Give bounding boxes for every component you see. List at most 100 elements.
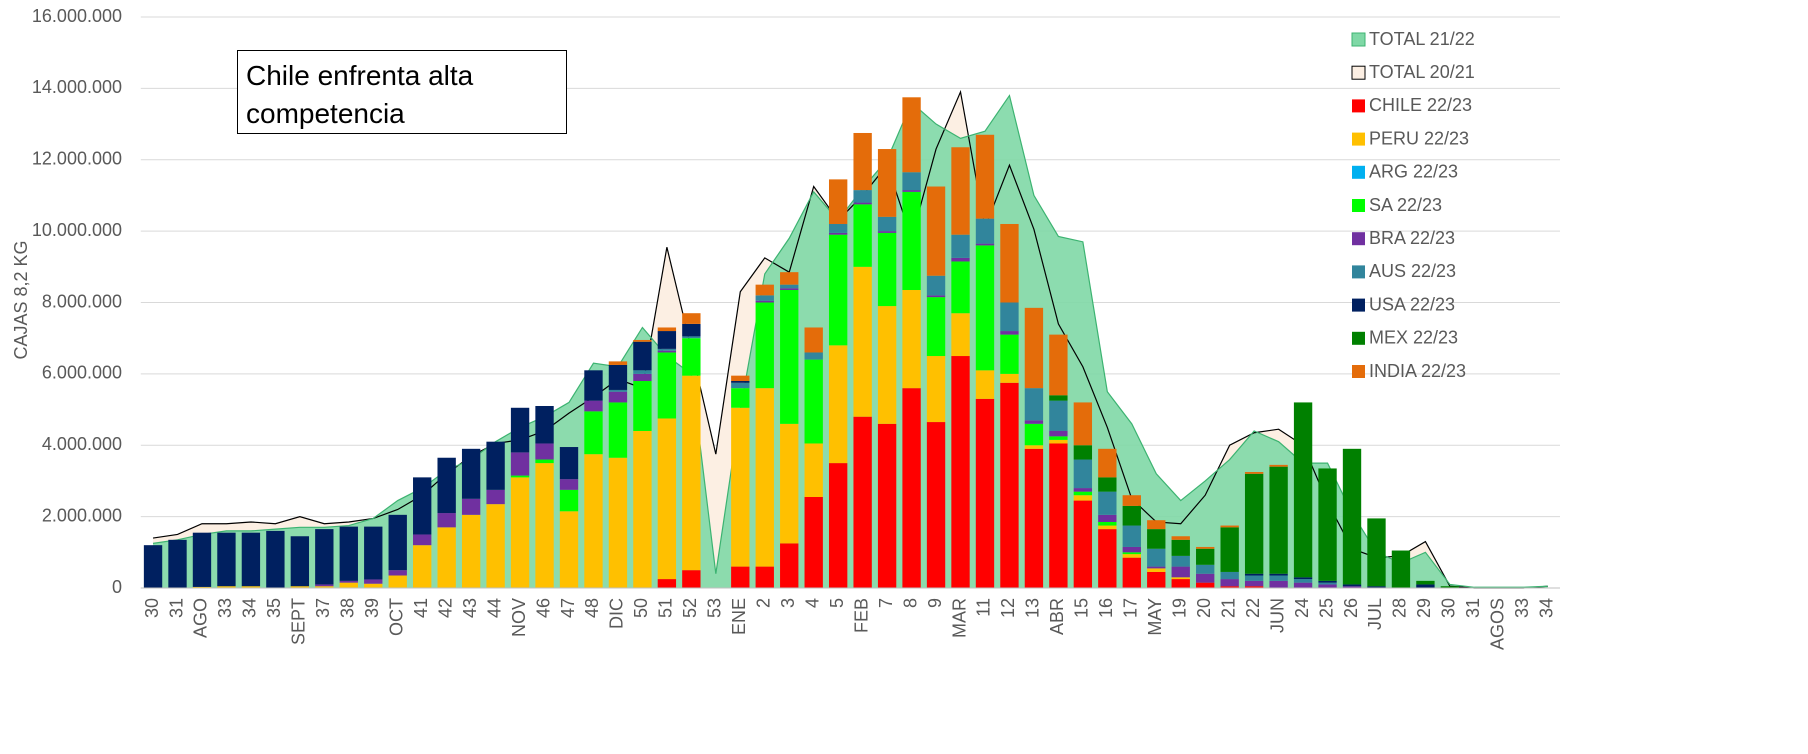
bar-segment — [1318, 582, 1337, 585]
bar-segment — [1049, 400, 1068, 431]
area-edge — [152, 89, 1548, 589]
x-tick-label: 34 — [1537, 598, 1557, 618]
bar-segment — [1000, 373, 1019, 383]
bar-segment — [633, 430, 652, 588]
bar-segment — [902, 191, 921, 291]
x-tick-label: 19 — [1169, 598, 1189, 618]
bar-segment — [1147, 566, 1166, 569]
x-tick-label: 42 — [435, 598, 455, 618]
bar-segment — [535, 443, 554, 460]
bar-segment — [1220, 525, 1239, 528]
y-tick-label: 0 — [112, 577, 122, 597]
bar-segment — [1196, 548, 1215, 565]
bar-segment — [1293, 402, 1313, 578]
x-tick-label: 50 — [631, 598, 651, 618]
bar-segment — [1342, 448, 1362, 585]
x-tick-label: ABR — [1047, 598, 1067, 635]
bar-segment — [1220, 527, 1239, 572]
bar-segment — [828, 234, 848, 346]
bar-segment — [559, 479, 579, 490]
bar-segment — [1244, 575, 1264, 581]
bar-segment — [780, 543, 799, 588]
bar-segment — [877, 216, 897, 232]
legend-label: PERU 22/23 — [1369, 128, 1469, 148]
x-tick-label: 4 — [802, 598, 822, 608]
bar-segment — [1024, 388, 1044, 421]
bar-segment — [902, 97, 921, 173]
bar-segment — [1416, 584, 1435, 588]
bar-segment — [780, 288, 799, 291]
x-tick-label: NOV — [509, 598, 529, 637]
bar-segment — [1293, 579, 1313, 583]
bar-segment — [290, 586, 310, 588]
bar-segment — [975, 218, 995, 244]
x-tick-label: 11 — [974, 598, 994, 617]
bar-segment — [657, 327, 677, 332]
bar-segment — [853, 132, 872, 191]
bar-segment — [1220, 571, 1239, 580]
bar-segment — [290, 536, 310, 587]
legend-label: BRA 22/23 — [1369, 228, 1455, 248]
y-tick-label: 4.000.000 — [42, 434, 122, 454]
bar-segment — [1196, 564, 1215, 574]
bar-segment — [608, 364, 628, 390]
bar-segment — [1244, 473, 1264, 574]
bar-segment — [461, 498, 481, 515]
bar-segment — [682, 375, 701, 571]
bar-segment — [902, 388, 921, 588]
x-tick-label: 12 — [998, 598, 1018, 618]
bar-segment — [339, 582, 358, 588]
bar-segment — [755, 284, 774, 296]
legend-label: INDIA 22/23 — [1369, 361, 1466, 381]
bar-segment — [217, 532, 236, 587]
bar-segment — [510, 477, 530, 588]
bar-segment — [951, 313, 970, 357]
bar-segment — [1098, 514, 1117, 522]
bar-segment — [486, 489, 505, 505]
x-tick-label: 51 — [656, 598, 676, 618]
bar-segment — [510, 452, 530, 476]
x-tick-label: 31 — [1463, 598, 1483, 618]
legend-label: TOTAL 20/21 — [1369, 62, 1475, 82]
legend-swatch — [1352, 165, 1365, 179]
bar-segment — [926, 186, 946, 276]
bar-segment — [877, 306, 897, 424]
bar-segment — [926, 295, 946, 298]
x-tick-label: 35 — [264, 598, 284, 618]
legend-label: CHILE 22/23 — [1369, 95, 1472, 115]
bar-segment — [339, 580, 358, 583]
bar-segment — [877, 231, 897, 233]
bar-segment — [731, 566, 750, 588]
x-tick-label: 13 — [1023, 598, 1043, 618]
bar-segment — [413, 545, 432, 588]
y-tick-label: 16.000.000 — [32, 6, 122, 26]
bar-segment — [657, 579, 677, 588]
x-tick-label: OCT — [386, 598, 406, 636]
x-tick-label: 25 — [1316, 598, 1336, 618]
legend-swatch — [1351, 32, 1366, 47]
bar-segment — [461, 448, 481, 499]
bar-segment — [1122, 525, 1141, 547]
bar-segment — [1220, 586, 1239, 588]
bar-segment — [510, 475, 530, 478]
bar-segment — [1024, 445, 1044, 449]
x-tick-label: 33 — [215, 598, 235, 618]
legend-label: USA 22/23 — [1369, 294, 1455, 314]
bar-segment — [780, 272, 799, 285]
x-tick-label: 21 — [1218, 598, 1238, 618]
bar-segment — [559, 447, 579, 480]
legend-swatch — [1352, 199, 1365, 212]
bar-segment — [315, 586, 334, 588]
x-tick-label: 38 — [338, 598, 358, 618]
bar-segment — [1220, 579, 1239, 587]
bar-segment — [682, 338, 701, 376]
x-tick-label: 39 — [362, 598, 382, 618]
legend-swatch — [1352, 232, 1365, 246]
x-tick-label: 3 — [778, 598, 798, 608]
bar-segment — [388, 575, 407, 588]
bar-segment — [1024, 420, 1044, 424]
bar-segment — [828, 463, 848, 588]
bar-segment — [1147, 548, 1166, 567]
bar-segment — [1318, 584, 1337, 588]
